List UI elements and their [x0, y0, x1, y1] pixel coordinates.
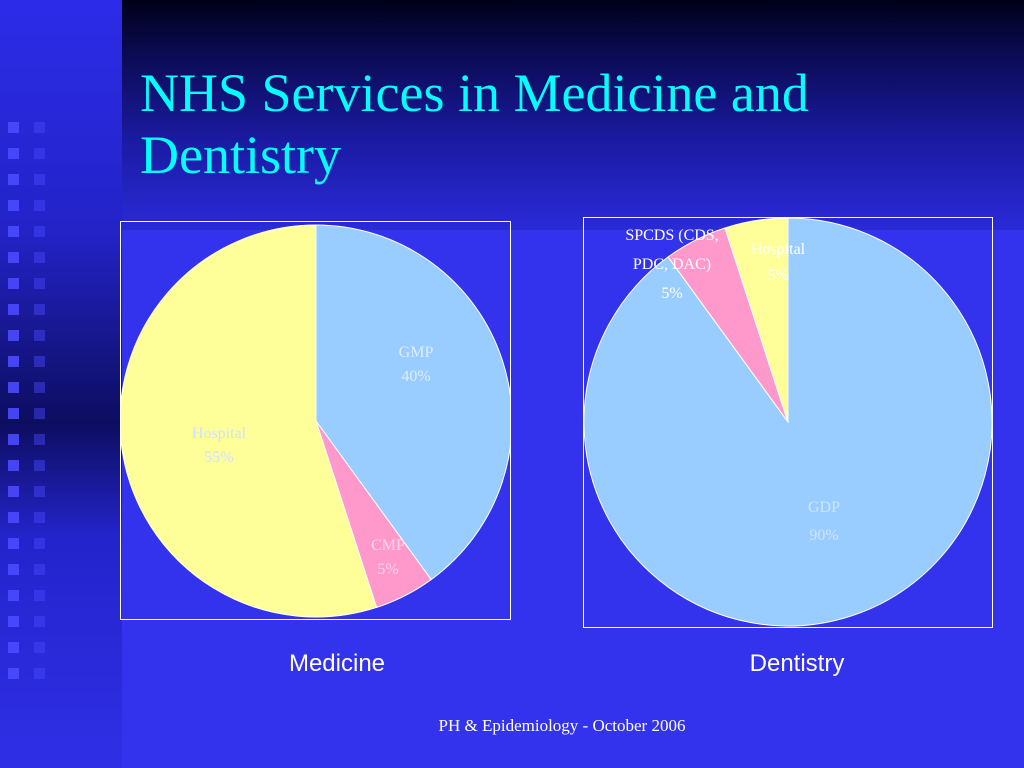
pie-label-cmp: CMP 5% — [371, 537, 405, 578]
decorative-square — [8, 252, 19, 263]
decorative-square — [34, 278, 45, 289]
decorative-square — [34, 122, 45, 133]
decorative-square — [8, 356, 19, 367]
decorative-square — [34, 590, 45, 601]
decorative-square — [34, 408, 45, 419]
dentistry-chart-frame: GDP 90% SPCDS (CDS, PDC, DAC) 5% Hospital 5% — [583, 217, 993, 628]
pie-slice-gmp — [315, 224, 510, 581]
decorative-square — [8, 148, 19, 159]
dentistry-pie-chart: GDP 90% SPCDS (CDS, PDC, DAC) 5% Hospital 5% — [584, 218, 992, 627]
decorative-square — [34, 668, 45, 679]
decorative-square — [8, 486, 19, 497]
decorative-square — [8, 330, 19, 341]
decorative-square — [8, 512, 19, 523]
decorative-square — [34, 616, 45, 627]
decorative-square — [34, 434, 45, 445]
decorative-square — [34, 460, 45, 471]
decorative-square — [8, 668, 19, 679]
decorative-square — [8, 616, 19, 627]
decorative-square — [8, 642, 19, 653]
decorative-square — [8, 590, 19, 601]
pie-slice-hospital — [724, 218, 789, 423]
background-left-strip — [0, 0, 122, 768]
decorative-square — [34, 564, 45, 575]
medicine-chart-frame: GMP 40% CMP 5% Hospital 55% — [120, 221, 511, 620]
decorative-squares — [0, 0, 122, 768]
pie-label-hospital: Hospital 5% — [751, 241, 806, 284]
decorative-square — [8, 174, 19, 185]
pie-label-gdp: GDP 90% — [808, 499, 840, 544]
decorative-square — [34, 486, 45, 497]
decorative-square — [8, 460, 19, 471]
decorative-square — [34, 642, 45, 653]
decorative-square — [34, 512, 45, 523]
medicine-pie-chart: GMP 40% CMP 5% Hospital 55% — [121, 224, 510, 618]
dentistry-caption: Dentistry — [749, 650, 845, 677]
decorative-square — [34, 174, 45, 185]
decorative-square — [8, 408, 19, 419]
decorative-square — [34, 538, 45, 549]
decorative-square — [8, 538, 19, 549]
decorative-square — [34, 330, 45, 341]
pie-label-hospital: Hospital 55% — [192, 425, 247, 466]
pie-label-gmp: GMP 40% — [399, 344, 434, 385]
decorative-square — [8, 564, 19, 575]
decorative-square — [8, 304, 19, 315]
slide-title: NHS Services in Medicine and Dentistry — [140, 63, 809, 185]
medicine-caption: Medicine — [288, 650, 386, 677]
decorative-square — [34, 200, 45, 211]
decorative-square — [8, 434, 19, 445]
pie-label-spcds: SPCDS (CDS, PDC, DAC) 5% — [625, 227, 718, 302]
slide-footer: PH & Epidemiology - October 2006 — [438, 716, 686, 735]
decorative-square — [8, 226, 19, 237]
decorative-square — [8, 382, 19, 393]
decorative-square — [8, 278, 19, 289]
decorative-square — [8, 200, 19, 211]
decorative-square — [34, 226, 45, 237]
decorative-square — [8, 122, 19, 133]
decorative-square — [34, 382, 45, 393]
decorative-square — [34, 356, 45, 367]
decorative-square — [34, 304, 45, 315]
decorative-square — [34, 148, 45, 159]
pie-slice-hospital — [121, 224, 378, 618]
decorative-square — [34, 252, 45, 263]
background-top-band — [122, 0, 1024, 230]
